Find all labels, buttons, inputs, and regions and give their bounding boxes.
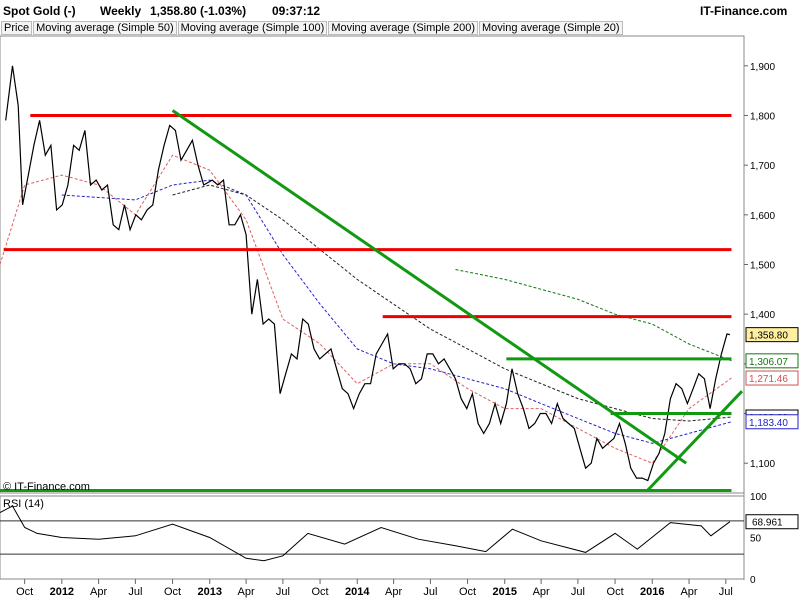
- x-tick-label: Apr: [533, 586, 550, 598]
- rsi-plot: 0 50 100 68.961: [0, 492, 799, 586]
- x-tick-label: 2014: [345, 586, 370, 598]
- brand-label: IT-Finance.com: [700, 4, 788, 18]
- rsi-tick-label: 50: [750, 534, 762, 545]
- chart-header: Spot Gold (-) Weekly 1,358.80 (-1.03%) 0…: [0, 0, 800, 20]
- x-tick-label: Jul: [571, 586, 585, 598]
- quote-time: 09:37:12: [272, 4, 321, 18]
- value-label: 1,306.07: [749, 357, 788, 368]
- x-tick-label: Oct: [164, 586, 181, 598]
- sma50-line: [61, 179, 732, 444]
- x-tick-label: Jul: [276, 586, 290, 598]
- sma20-line: [0, 154, 732, 464]
- rsi-tick-label: 0: [750, 575, 756, 586]
- x-tick-label: 2015: [493, 586, 517, 598]
- rsi-plot-frame: [0, 495, 745, 580]
- y-tick-label: 1,800: [750, 111, 775, 122]
- x-tick-label: Apr: [680, 586, 697, 598]
- legend-sma100[interactable]: Moving average (Simple 100): [177, 21, 328, 35]
- x-axis: Oct 2012 Apr Jul Oct 2013 Apr Jul Oct 2014 Apr Jul O…: [16, 579, 733, 598]
- x-tick-label: 2013: [198, 586, 222, 598]
- value-label: 1,358.80: [749, 331, 788, 342]
- sma200-line: [455, 269, 732, 362]
- value-label-box: [745, 327, 799, 343]
- period-label: Weekly: [100, 4, 142, 18]
- x-tick-label: Apr: [385, 586, 402, 598]
- value-label-box: [745, 414, 799, 430]
- instrument-name: Spot Gold (-): [3, 4, 76, 18]
- y-tick-label: 1,100: [750, 459, 775, 470]
- value-label: 1,183.40: [749, 418, 788, 429]
- legend-sma50[interactable]: Moving average (Simple 50): [33, 21, 177, 35]
- trendline: [646, 390, 744, 492]
- rsi-value-box: [745, 514, 799, 530]
- value-label: 1,192.99: [749, 413, 788, 424]
- legend-sma20[interactable]: Moving average (Simple 20): [479, 21, 623, 35]
- x-tick-label: Oct: [16, 586, 33, 598]
- rsi-value-label: 68.961: [752, 518, 783, 529]
- watermark: © IT-Finance.com: [3, 481, 90, 493]
- x-tick-label: 2012: [50, 586, 74, 598]
- y-tick-label: 1,600: [750, 211, 775, 222]
- x-tick-label: Jul: [128, 586, 142, 598]
- y-tick-label: 1,700: [750, 161, 775, 172]
- y-tick-label: 1,400: [750, 310, 775, 321]
- sma100-line: [172, 184, 732, 422]
- legend-price[interactable]: Price: [1, 21, 33, 35]
- x-tick-label: Apr: [90, 586, 107, 598]
- value-label: 1,271.46: [749, 374, 788, 385]
- trendline: [171, 109, 688, 465]
- x-tick-label: 2016: [640, 586, 664, 598]
- x-tick-label: Oct: [459, 586, 476, 598]
- rsi-title: RSI (14): [3, 498, 44, 510]
- x-tick-label: Oct: [312, 586, 329, 598]
- legend-sma200[interactable]: Moving average (Simple 200): [328, 21, 479, 35]
- value-label-box: [745, 370, 799, 386]
- value-label-box: [745, 353, 799, 369]
- x-tick-label: Apr: [238, 586, 255, 598]
- y-tick-label: 1,900: [750, 62, 775, 73]
- main-plot: 1,100 1,400 1,500 1,600 1,700 1,800 1,900 1,358…: [0, 62, 799, 493]
- x-tick-label: Oct: [607, 586, 624, 598]
- rsi-tick-label: 100: [750, 492, 767, 503]
- price-line: [5, 65, 731, 482]
- main-plot-frame: [0, 35, 745, 494]
- rsi-line: [0, 505, 731, 562]
- x-tick-label: Jul: [719, 586, 733, 598]
- y-tick-label: 1,500: [750, 261, 775, 272]
- value-label-box: [745, 409, 799, 425]
- last-quote: 1,358.80 (-1.03%): [150, 4, 247, 18]
- x-tick-label: Jul: [423, 586, 437, 598]
- series-legend: Price Moving average (Simple 50) Moving …: [1, 21, 624, 35]
